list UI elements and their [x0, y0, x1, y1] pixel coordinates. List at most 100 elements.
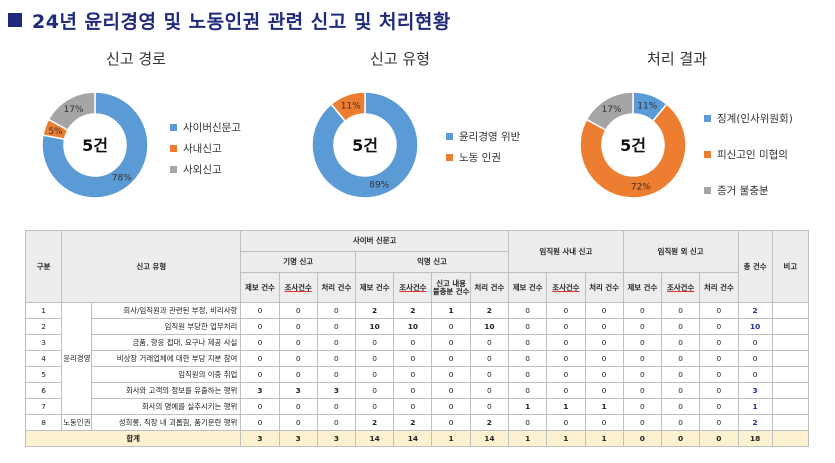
table-cell: 0 — [584, 414, 624, 431]
table-cell: 0 — [240, 414, 280, 431]
table-cell: 10 — [393, 318, 433, 335]
table-cell: 10 — [737, 318, 773, 335]
header-process-count: 처리 건수 — [699, 272, 739, 303]
header-investigate-count: 조사건수 — [278, 272, 318, 303]
table-cell: 0 — [240, 350, 280, 367]
row-number: 8 — [24, 414, 63, 431]
donut-slice-label: 72% — [631, 182, 651, 192]
donut-slice-label: 11% — [341, 101, 361, 111]
table-cell: 0 — [508, 334, 548, 351]
table-cell: 0 — [316, 366, 357, 383]
donut-center-label: 5건 — [620, 136, 646, 155]
table-cell: 0 — [316, 414, 357, 431]
table-cell: 0 — [355, 382, 395, 399]
page-title: 24년 윤리경영 및 노동인권 관련 신고 및 처리현황 — [32, 10, 451, 33]
table-cell: 0 — [278, 318, 318, 335]
table-cell: 0 — [278, 414, 318, 431]
total-cell: 14 — [469, 430, 510, 447]
header-external: 임직원 외 신고 — [622, 230, 739, 273]
header-process-count: 처리 건수 — [316, 272, 357, 303]
legend-item: 증거 불충분 — [704, 172, 793, 208]
donut-slice-label: 11% — [637, 101, 657, 111]
header-investigate-count: 조사건수 — [393, 272, 433, 303]
table-cell: 0 — [622, 318, 663, 335]
row-number: 2 — [24, 318, 63, 335]
table-cell: 0 — [737, 334, 773, 351]
table-cell: 0 — [393, 398, 433, 415]
table-cell: 0 — [431, 414, 471, 431]
chart-title-result: 처리 결과 — [647, 50, 707, 68]
category-ethics: 윤리경영 — [61, 302, 93, 415]
table-cell: 0 — [546, 334, 586, 351]
table-cell: 0 — [240, 366, 280, 383]
table-cell: 0 — [584, 302, 624, 319]
table-cell: 0 — [584, 382, 624, 399]
donut-slice — [311, 91, 419, 199]
report-table: 구분 신고 유형 사이버 신문고 임직원 사내 신고 임직원 외 신고 총 건수… — [24, 230, 810, 447]
table-cell: 0 — [660, 414, 701, 431]
table-cell: 0 — [355, 398, 395, 415]
legend-label: 증거 불충분 — [717, 184, 769, 197]
table-cell: 0 — [316, 302, 357, 319]
table-cell: 0 — [240, 302, 280, 319]
table-cell: 0 — [355, 350, 395, 367]
note-cell — [771, 302, 810, 319]
header-report-count: 제보 건수 — [622, 272, 663, 303]
table-cell: 0 — [393, 350, 433, 367]
row-number: 4 — [24, 350, 63, 367]
row-number: 3 — [24, 334, 63, 351]
table-cell: 0 — [393, 334, 433, 351]
donut-slice-label: 17% — [602, 105, 622, 115]
table-cell: 0 — [508, 350, 548, 367]
donut-center-label: 5건 — [352, 136, 378, 155]
table-cell: 0 — [508, 318, 548, 335]
table-cell: 0 — [546, 414, 586, 431]
table-cell: 0 — [737, 366, 773, 383]
donut-slice-label: 89% — [369, 181, 389, 191]
table-cell: 3 — [278, 382, 318, 399]
table-cell: 2 — [737, 414, 773, 431]
table-cell: 0 — [316, 350, 357, 367]
header-report-count: 제보 건수 — [508, 272, 548, 303]
total-row: 합계 3 3 3 14 14 1 14 1 1 1 0 0 0 18 — [24, 430, 810, 447]
table-cell: 0 — [546, 350, 586, 367]
table-cell: 0 — [546, 302, 586, 319]
row-description: 회사/임직원과 관련된 부정, 비리사항 — [91, 302, 242, 319]
row-number: 5 — [24, 366, 63, 383]
table-cell: 0 — [699, 334, 739, 351]
note-cell — [771, 382, 810, 399]
legend-swatch — [170, 166, 177, 173]
total-cell: 14 — [393, 430, 433, 447]
total-cell: 0 — [699, 430, 739, 447]
table-row: 1 윤리경영 회사/임직원과 관련된 부정, 비리사항 0 0 0 2 2 1 2 0 0 0 0 0 0 2 — [24, 302, 810, 415]
table-row: 2 임직원 부당한 업무처리 0 0 0 10 10 0 10 0 0 0 0 0 0 10 — [24, 318, 810, 335]
table-cell: 0 — [355, 334, 395, 351]
note-cell — [771, 318, 810, 335]
table-row: 4 비상장 거래업체에 대한 부당 지분 참여 0 0 0 0 0 0 0 0 0 0 0 0 0 0 — [24, 350, 810, 367]
table-cell: 3 — [316, 382, 357, 399]
table-cell: 0 — [431, 334, 471, 351]
legend-label: 윤리경영 위반 — [459, 131, 521, 143]
legend-item: 사외신고 — [170, 159, 241, 180]
legend-item: 사이버신문고 — [170, 117, 241, 138]
table-cell: 0 — [431, 318, 471, 335]
table-cell: 0 — [431, 382, 471, 399]
table-cell: 0 — [584, 366, 624, 383]
table-cell: 1 — [546, 398, 586, 415]
table-cell: 0 — [660, 366, 701, 383]
table-cell: 0 — [699, 366, 739, 383]
table-cell: 0 — [431, 366, 471, 383]
table-cell: 0 — [393, 366, 433, 383]
table-cell: 0 — [469, 398, 510, 415]
total-cell: 3 — [278, 430, 318, 447]
legend-report-channel: 사이버신문고 사내신고 사외신고 — [170, 117, 241, 180]
table-cell: 0 — [316, 334, 357, 351]
table-cell: 0 — [469, 350, 510, 367]
chart-title-report-channel: 신고 경로 — [106, 50, 166, 68]
table-cell: 0 — [622, 302, 663, 319]
table-cell: 0 — [622, 334, 663, 351]
table-cell: 0 — [508, 414, 548, 431]
table-cell: 0 — [546, 382, 586, 399]
table-cell: 0 — [660, 350, 701, 367]
legend-item: 사내신고 — [170, 138, 241, 159]
